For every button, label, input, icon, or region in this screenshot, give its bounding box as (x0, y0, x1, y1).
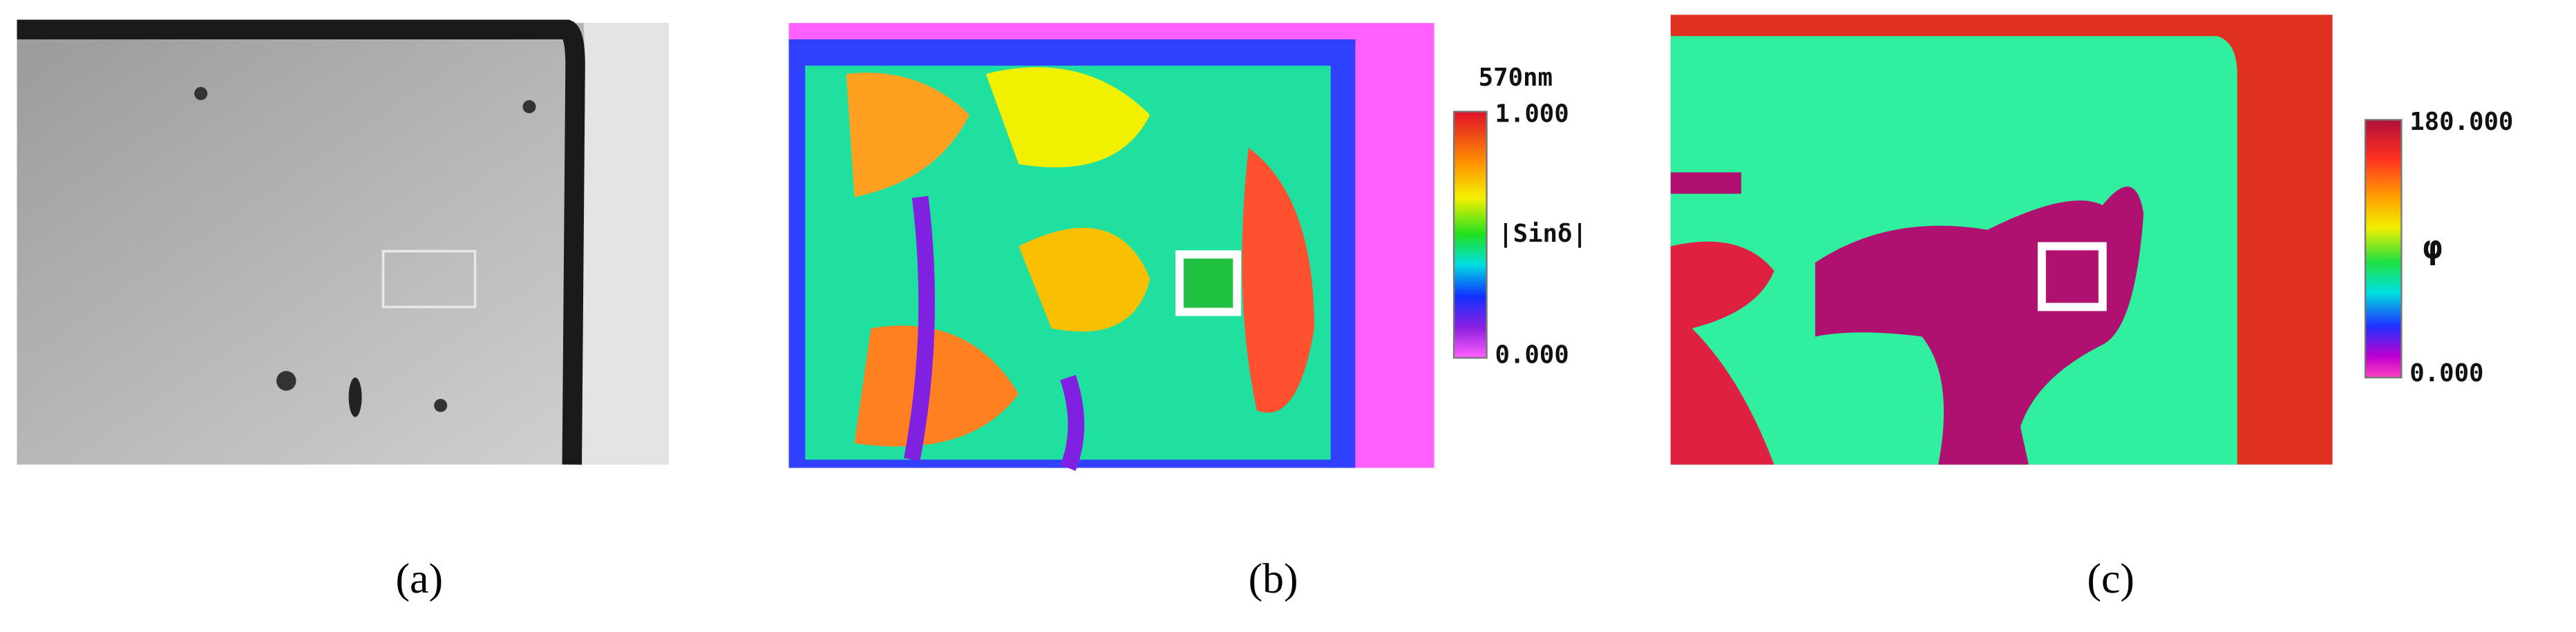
roi-box (1175, 250, 1242, 316)
phi-map (1670, 15, 2333, 465)
panel-label: (c) (2087, 555, 2134, 602)
defect (434, 399, 448, 412)
defect (522, 99, 536, 113)
colorbar-max: 1.000 (1495, 99, 1569, 128)
colorbar (1452, 111, 1488, 359)
micrograph (17, 19, 670, 465)
colorbar-unit: 570nm (1479, 64, 1553, 92)
colorbar-min: 0.000 (1495, 341, 1569, 370)
colorbar (2364, 119, 2403, 379)
map-region (985, 67, 1150, 168)
colorbar-title: |Sinδ| (1498, 220, 1587, 248)
map-region (854, 325, 1019, 447)
sin-delta-map (788, 23, 1434, 471)
defect (194, 86, 208, 100)
map-region (904, 195, 936, 461)
map-region (1670, 172, 1741, 194)
defect (276, 371, 296, 391)
roi-box (381, 249, 477, 309)
map-region (1019, 227, 1150, 332)
map-region (1670, 241, 1774, 465)
panel-label: (a) (395, 555, 443, 602)
map-region (1242, 147, 1315, 413)
edge-region (17, 23, 670, 465)
map-region (1815, 186, 2144, 465)
colorbar-max: 180.000 (2409, 108, 2513, 136)
colorbar-min: 0.000 (2409, 359, 2483, 387)
map-region (846, 73, 969, 198)
roi-box (2037, 242, 2107, 312)
micrograph-bg (17, 23, 670, 465)
colorbar-title: φ (2423, 229, 2443, 267)
panel-label: (b) (1249, 555, 1298, 602)
map-region (1060, 374, 1085, 471)
defect (348, 377, 362, 417)
crystal-edge (17, 19, 585, 465)
